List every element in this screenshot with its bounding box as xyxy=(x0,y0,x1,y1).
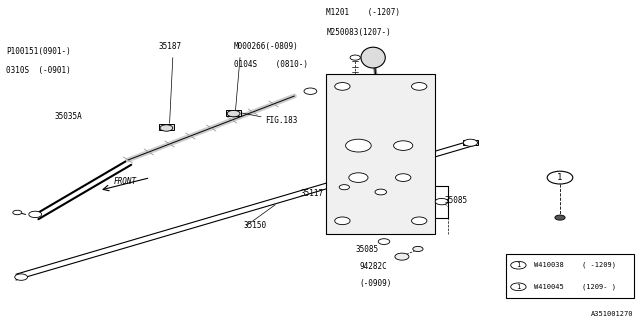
Text: M1201    (-1207): M1201 (-1207) xyxy=(326,8,401,17)
Circle shape xyxy=(13,210,22,215)
Text: 1: 1 xyxy=(516,284,520,290)
Circle shape xyxy=(15,274,28,280)
Circle shape xyxy=(335,217,350,225)
Text: 94282C: 94282C xyxy=(360,262,387,271)
Text: 35085: 35085 xyxy=(355,245,378,254)
Text: W410038: W410038 xyxy=(534,262,563,268)
Text: ( -1209): ( -1209) xyxy=(582,262,616,268)
Text: P100151(0901-): P100151(0901-) xyxy=(6,47,71,56)
Circle shape xyxy=(350,55,360,60)
Text: 35085: 35085 xyxy=(445,196,468,204)
Text: 0104S    (0810-): 0104S (0810-) xyxy=(234,60,308,68)
Text: (1209- ): (1209- ) xyxy=(582,284,616,290)
Circle shape xyxy=(555,215,565,220)
Circle shape xyxy=(160,125,173,131)
Circle shape xyxy=(395,253,409,260)
Circle shape xyxy=(339,185,349,190)
Text: M000266(-0809): M000266(-0809) xyxy=(234,42,298,51)
Text: 1: 1 xyxy=(516,262,520,268)
Bar xyxy=(326,74,435,234)
Text: 0310S  (-0901): 0310S (-0901) xyxy=(6,66,71,75)
Circle shape xyxy=(346,139,371,152)
Bar xyxy=(159,124,174,130)
Ellipse shape xyxy=(361,47,385,68)
Circle shape xyxy=(349,173,368,182)
Circle shape xyxy=(547,171,573,184)
Circle shape xyxy=(511,283,526,291)
Circle shape xyxy=(463,139,477,146)
Text: (-0909): (-0909) xyxy=(360,279,392,288)
Circle shape xyxy=(227,110,240,117)
Text: FIG.183: FIG.183 xyxy=(266,116,298,124)
Circle shape xyxy=(394,141,413,150)
Circle shape xyxy=(304,88,317,94)
Circle shape xyxy=(412,83,427,90)
Circle shape xyxy=(511,261,526,269)
Bar xyxy=(506,254,634,298)
Circle shape xyxy=(29,211,42,218)
Circle shape xyxy=(375,189,387,195)
Text: FRONT: FRONT xyxy=(113,177,136,186)
Circle shape xyxy=(335,83,350,90)
Circle shape xyxy=(412,217,427,225)
Circle shape xyxy=(435,198,448,205)
Text: A351001270: A351001270 xyxy=(591,311,634,316)
Text: 35035A: 35035A xyxy=(54,112,82,121)
Circle shape xyxy=(413,246,423,252)
Text: W410045: W410045 xyxy=(534,284,563,290)
Circle shape xyxy=(378,239,390,244)
Text: 35117: 35117 xyxy=(300,189,323,198)
Bar xyxy=(226,110,241,116)
Text: M250083(1207-): M250083(1207-) xyxy=(326,28,391,36)
Text: 1: 1 xyxy=(557,173,563,182)
Bar xyxy=(463,140,478,145)
Text: 35150: 35150 xyxy=(243,221,266,230)
Text: 35187: 35187 xyxy=(158,42,181,51)
Circle shape xyxy=(396,174,411,181)
